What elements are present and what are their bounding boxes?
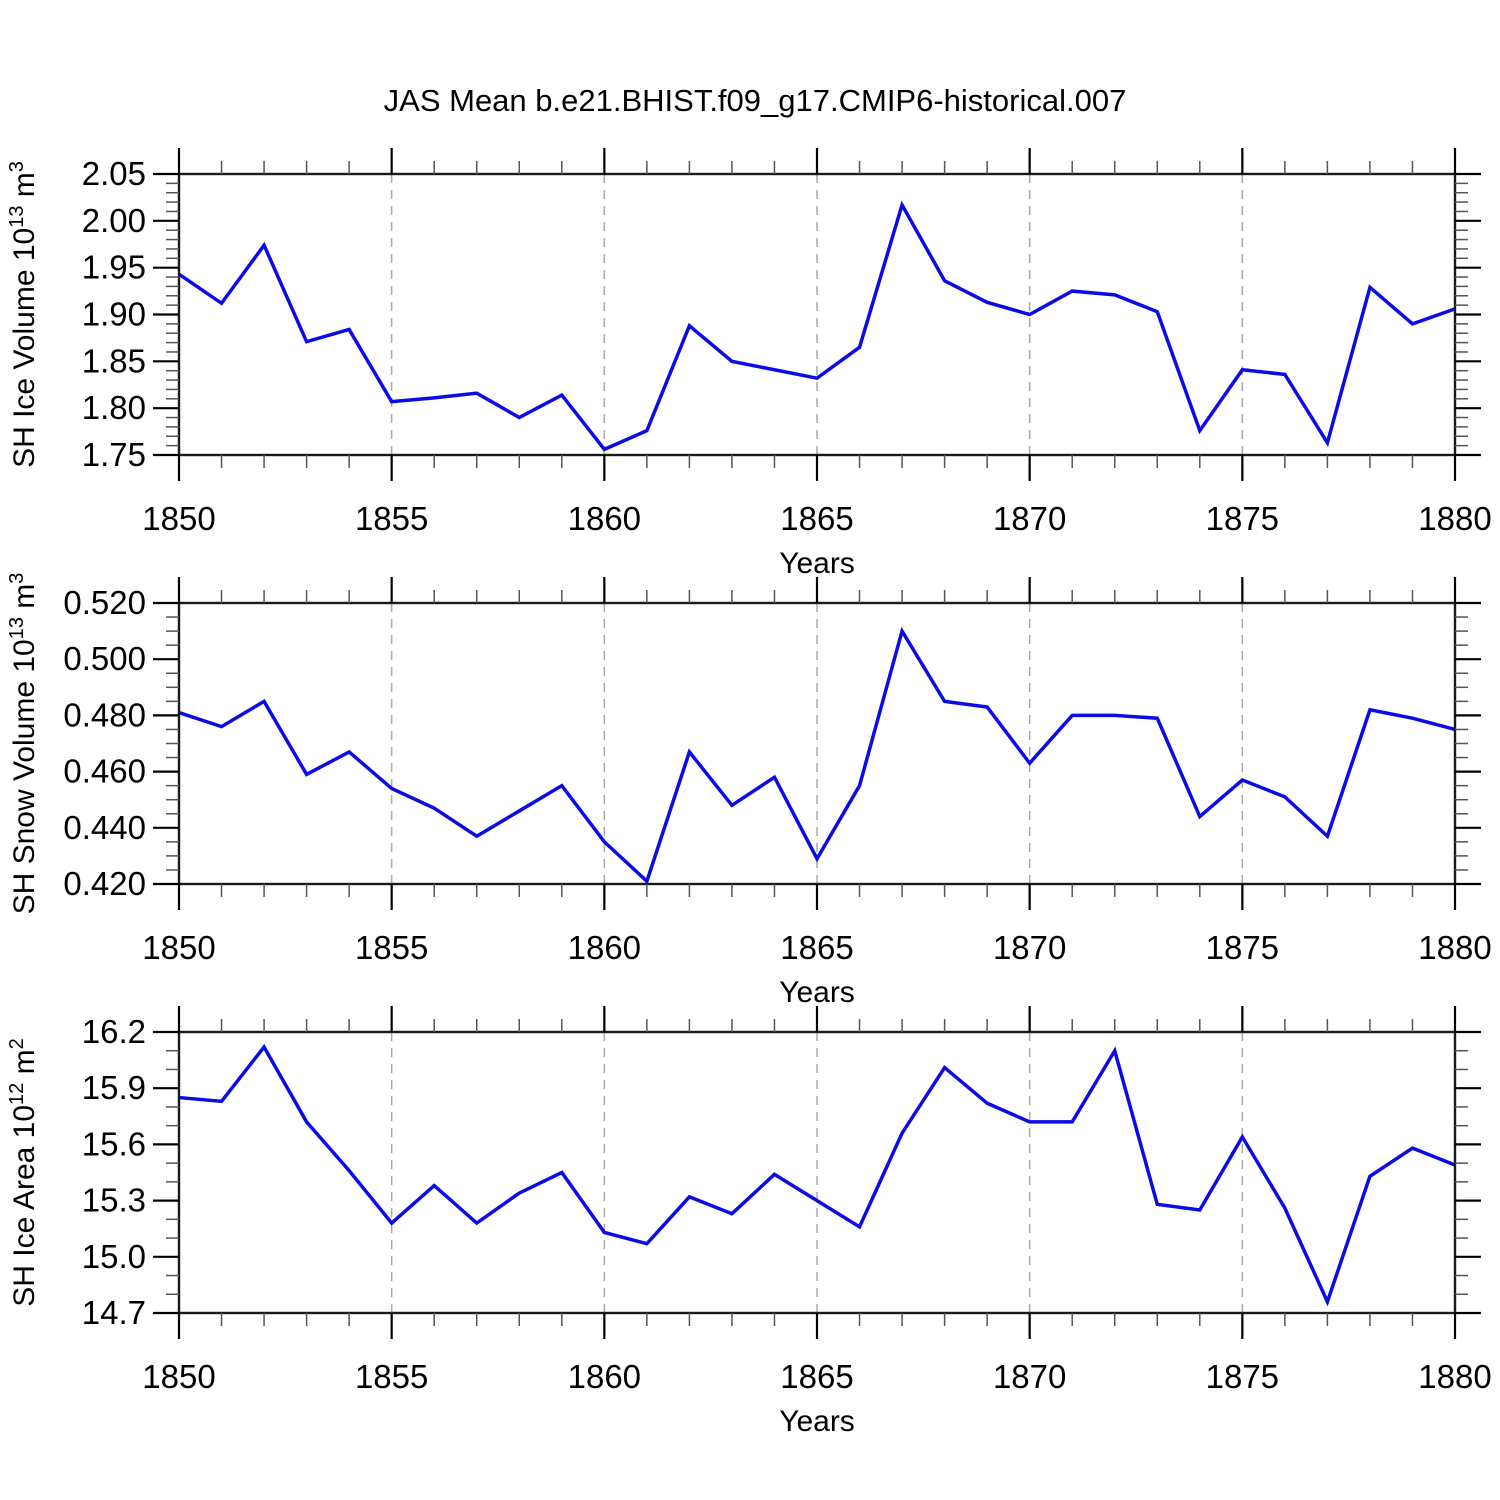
y-axis-label: SH Ice Volume 1013 m3	[6, 161, 41, 468]
x-tick-label: 1875	[1206, 929, 1279, 966]
x-tick-label: 1860	[568, 929, 641, 966]
x-tick-label: 1870	[993, 500, 1066, 537]
panel-sh-ice-area: 1850 1855 1860 1865 1870 1875 1880 Years 14.7 15.…	[6, 1006, 1492, 1438]
panel-sh-ice-volume: 1850 1855 1860 1865 1870 1875 1880 Years 1.75 1.8…	[6, 148, 1492, 580]
y-tick-label: 1.95	[82, 249, 146, 286]
y-tick-label: 0.420	[63, 865, 146, 902]
y-axis-label: SH Ice Area 1012 m2	[6, 1038, 41, 1307]
y-tick-label: 15.3	[82, 1182, 146, 1219]
y-tick-label: 16.2	[82, 1013, 146, 1050]
x-tick-label: 1870	[993, 929, 1066, 966]
x-tick-label: 1865	[780, 1358, 853, 1395]
x-tick-label: 1880	[1418, 500, 1491, 537]
x-tick-label: 1875	[1206, 1358, 1279, 1395]
x-tick-label: 1855	[355, 500, 428, 537]
x-tick-label: 1870	[993, 1358, 1066, 1395]
x-tick-label: 1880	[1418, 929, 1491, 966]
series-line-sh-ice-volume	[178, 200, 1456, 452]
x-axis-label: Years	[779, 1405, 855, 1438]
x-axis-label: Years	[779, 547, 855, 580]
x-tick-label: 1880	[1418, 1358, 1491, 1395]
y-tick-label: 0.520	[63, 584, 146, 621]
x-tick-label: 1855	[355, 929, 428, 966]
y-tick-label: 0.440	[63, 809, 146, 846]
y-tick-label: 1.75	[82, 436, 146, 473]
chart-title: JAS Mean b.e21.BHIST.f09_g17.CMIP6-histo…	[383, 83, 1127, 118]
x-tick-label: 1875	[1206, 500, 1279, 537]
x-tick-label: 1855	[355, 1358, 428, 1395]
y-axis-label: SH Snow Volume 1013 m3	[6, 573, 41, 915]
x-tick-label: 1850	[142, 1358, 215, 1395]
y-tick-label: 0.480	[63, 696, 146, 733]
plot-frame	[177, 172, 1457, 457]
x-tick-label: 1860	[568, 1358, 641, 1395]
series-line-sh-snow-volume	[178, 626, 1456, 885]
y-tick-label: 2.00	[82, 202, 146, 239]
y-tick-label: 1.80	[82, 389, 146, 426]
y-tick-label: 1.85	[82, 342, 146, 379]
plot-frame	[177, 601, 1457, 886]
panel-sh-snow-volume: 1850 1855 1860 1865 1870 1875 1880 Years 0.420 0.…	[6, 573, 1492, 1009]
x-tick-label: 1850	[142, 929, 215, 966]
x-tick-label: 1860	[568, 500, 641, 537]
x-tick-label: 1850	[142, 500, 215, 537]
y-tick-label: 2.05	[82, 155, 146, 192]
x-tick-label: 1865	[780, 500, 853, 537]
y-tick-label: 0.500	[63, 640, 146, 677]
y-tick-label: 15.9	[82, 1069, 146, 1106]
series-line-sh-ice-area	[178, 1043, 1456, 1307]
y-tick-label: 14.7	[82, 1294, 146, 1331]
x-axis-label: Years	[779, 976, 855, 1009]
y-tick-label: 0.460	[63, 753, 146, 790]
y-tick-label: 15.0	[82, 1238, 146, 1275]
y-tick-label: 15.6	[82, 1125, 146, 1162]
x-tick-label: 1865	[780, 929, 853, 966]
y-tick-label: 1.90	[82, 296, 146, 333]
